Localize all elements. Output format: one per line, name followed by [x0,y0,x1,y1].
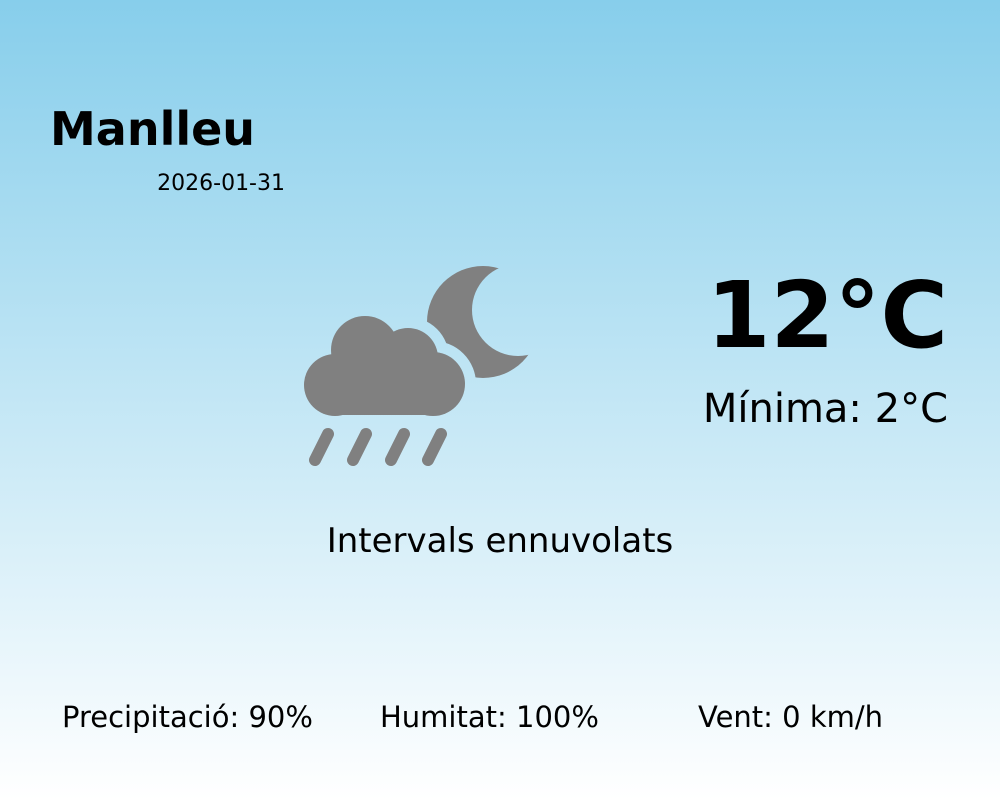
weather-description: Intervals ennuvolats [326,521,674,561]
minimum-temperature: Mínima: 2°C [702,386,948,432]
rain-drops [309,428,447,466]
wind-stat: Vent: 0 km/h [698,700,884,734]
current-temperature: 12°C [706,262,948,369]
forecast-date: 2026-01-31 [157,171,285,196]
cloud-moon-rain-icon [304,266,539,466]
precipitation-stat: Precipitació: 90% [62,700,313,734]
moon-shape [427,266,539,378]
cloud-shape [304,316,465,416]
humidity-stat: Humitat: 100% [380,700,599,734]
city-name: Manlleu [50,102,256,156]
